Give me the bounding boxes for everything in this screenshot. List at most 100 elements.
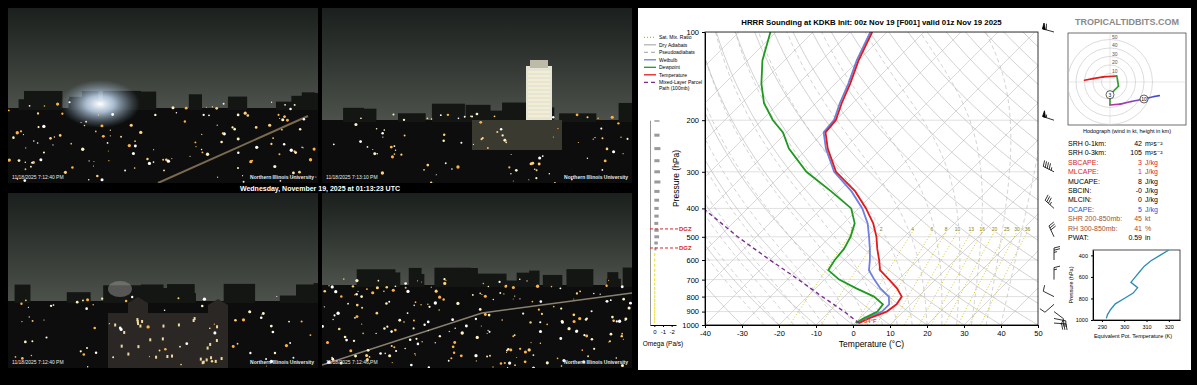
omega-bar <box>654 314 656 317</box>
light <box>206 107 207 108</box>
tick: 20 <box>923 325 931 338</box>
light <box>428 306 430 308</box>
window <box>127 353 129 356</box>
light <box>456 302 459 305</box>
light <box>194 141 196 143</box>
light <box>203 114 205 116</box>
isotherm-extra <box>705 32 850 325</box>
omega-bar <box>654 310 656 313</box>
pseudoadiabat <box>705 32 809 325</box>
grid-line <box>705 171 1038 172</box>
light <box>474 354 477 357</box>
light <box>481 325 482 326</box>
index-label: SBCAPE: <box>1068 159 1098 166</box>
light <box>80 350 82 352</box>
light <box>20 130 22 132</box>
light <box>403 321 405 323</box>
light <box>101 298 103 300</box>
light <box>557 128 558 129</box>
omega-bar <box>654 291 656 294</box>
light <box>284 116 286 118</box>
building <box>398 113 426 122</box>
axis <box>650 121 651 326</box>
light <box>189 156 190 157</box>
light <box>353 340 355 342</box>
light <box>388 354 391 357</box>
light <box>498 281 500 283</box>
light <box>601 137 603 139</box>
omega-bar <box>654 120 659 122</box>
light <box>593 293 595 295</box>
light <box>288 321 290 323</box>
tick-label: 50 <box>1034 329 1042 338</box>
omega-bar <box>654 287 656 290</box>
light <box>540 342 542 344</box>
index-label: SRH 0-1km: <box>1068 140 1106 147</box>
surface-temperature-label: 34°F <box>864 318 877 324</box>
index-value: 45 <box>1134 215 1142 222</box>
light <box>435 290 438 293</box>
tick-label: -1 <box>661 329 667 335</box>
hodograph <box>1068 33 1186 125</box>
pseudoadiabat <box>705 32 838 325</box>
legend-label-line: Path (100mb) <box>659 85 690 91</box>
light <box>29 105 31 107</box>
light <box>423 169 425 171</box>
tick-mark <box>779 325 780 328</box>
road <box>322 293 632 365</box>
light <box>454 328 455 329</box>
legend-label: Mixed-Layer ParcelPath (100mb) <box>659 79 702 91</box>
tick-label: 0 <box>851 329 855 338</box>
tick-mark <box>702 172 705 173</box>
light <box>92 304 94 306</box>
isotherm <box>890 32 1038 325</box>
tick: 600 <box>686 256 705 265</box>
mixing-ratio-label: 4 <box>911 226 914 232</box>
tick-mark <box>1091 255 1093 256</box>
light <box>146 325 149 328</box>
light <box>624 318 627 321</box>
light <box>567 327 570 330</box>
light <box>52 144 53 145</box>
legend-label: Pseudoadiabats <box>659 49 695 55</box>
light <box>120 136 122 138</box>
isotherm <box>964 32 1038 325</box>
light <box>534 168 535 169</box>
light <box>102 135 105 138</box>
webcam-timestamp: 11/18/2025 7:12:46 PM <box>326 359 378 365</box>
light <box>290 149 293 152</box>
light <box>428 366 430 368</box>
index-unit: J/kg <box>1145 196 1158 204</box>
light <box>303 118 306 121</box>
light <box>356 315 359 318</box>
index-value: 1 <box>1138 168 1142 175</box>
light <box>438 296 441 299</box>
light <box>87 366 88 367</box>
light <box>223 103 225 105</box>
light <box>93 161 94 162</box>
light <box>606 148 609 151</box>
light <box>586 318 588 320</box>
omega-bar <box>654 320 656 323</box>
light <box>70 143 72 145</box>
light <box>110 135 111 136</box>
thetae-frame <box>1093 250 1180 320</box>
tick-mark <box>702 237 705 238</box>
light <box>86 347 88 349</box>
light <box>272 137 274 139</box>
light <box>575 329 578 332</box>
light <box>164 309 166 311</box>
light <box>203 298 206 301</box>
light <box>553 137 554 138</box>
light <box>405 287 407 289</box>
light <box>333 143 335 145</box>
hodograph-ring <box>1076 48 1144 116</box>
light <box>476 360 477 361</box>
light <box>597 117 599 119</box>
light <box>609 340 611 342</box>
light <box>438 309 440 311</box>
light <box>378 280 380 282</box>
light <box>357 291 358 292</box>
light <box>489 355 491 357</box>
light <box>217 177 218 178</box>
